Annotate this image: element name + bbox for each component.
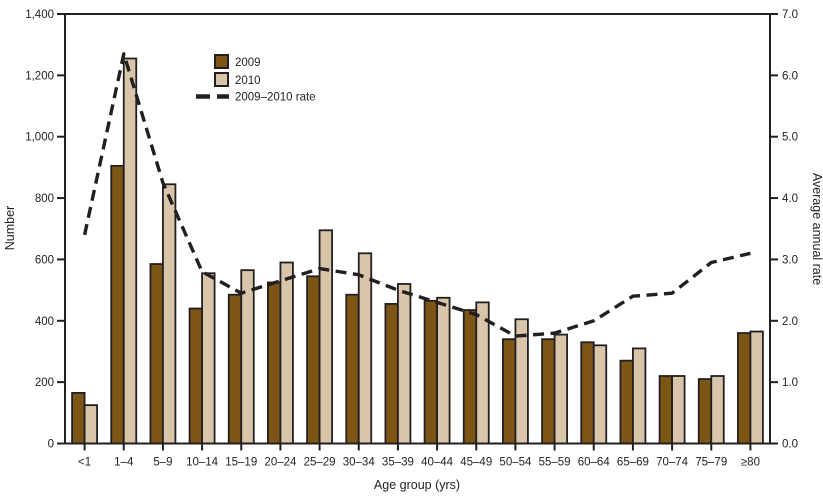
bar-2009-25–29 (306, 275, 321, 445)
y-left-tick-label: 1,400 (25, 9, 54, 21)
bar-2010-1–4 (122, 57, 138, 445)
y-right-tick-label: 3.0 (782, 254, 798, 266)
bar-2009-5–9 (149, 263, 164, 445)
y-right-tick-label: 7.0 (782, 9, 798, 21)
y-right-tick-label: 2.0 (782, 316, 798, 328)
y-left-tick-label: 1,200 (25, 70, 54, 82)
bar-2009-10–14 (188, 307, 203, 445)
bars-layer (71, 57, 764, 445)
bar-2009-20–24 (267, 281, 282, 445)
plot-frame (64, 13, 771, 445)
bar-2009-30–34 (345, 293, 360, 445)
legend: 2009 2010 2009–2010 rate (196, 54, 316, 104)
legend-label-2009: 2009 (235, 57, 261, 69)
y-right-tick-label: 4.0 (782, 193, 798, 205)
bar-2009-45–49 (462, 309, 478, 445)
bar-2010-<1 (83, 404, 98, 445)
bar-2010-20–24 (279, 261, 294, 445)
x-tick-label: 5–9 (153, 457, 172, 469)
bar-2009-50–54 (502, 338, 517, 445)
x-tick-label: 20–24 (264, 457, 297, 469)
bar-2010-75–79 (710, 375, 725, 445)
bar-2009-≥80 (737, 332, 752, 445)
bar-2009-15–19 (227, 293, 243, 445)
x-tick-label: 55–59 (539, 457, 571, 469)
bar-2010-10–14 (201, 272, 216, 445)
bar-2009-60–64 (580, 341, 595, 445)
bar-2009-55–59 (541, 338, 556, 445)
bar-2009-75–79 (697, 378, 713, 445)
y-left-tick-label: 1,000 (25, 132, 54, 144)
y-right-tick-label: 1.0 (782, 377, 798, 389)
bar-2010-45–49 (475, 301, 490, 445)
bar-2009-40–44 (423, 299, 438, 445)
y-right-tick-label: 0.0 (782, 439, 798, 451)
bar-2009-1–4 (110, 164, 125, 445)
bar-2010-70–74 (671, 375, 686, 445)
y-left-tick-label: 600 (35, 254, 54, 266)
x-tick-label: 40–44 (421, 457, 454, 469)
bar-2010-50–54 (514, 318, 529, 445)
x-tick-label: 70–74 (656, 457, 689, 469)
x-tick-label: 60–64 (578, 457, 611, 469)
bar-2009-70–74 (658, 375, 673, 445)
bar-2010-≥80 (749, 330, 764, 445)
bar-2010-55–59 (553, 333, 568, 445)
y-left-tick-label: 400 (35, 316, 54, 328)
x-tick-label: ≥80 (741, 457, 760, 469)
bar-2010-60–64 (592, 344, 608, 445)
x-tick-label: 30–34 (343, 457, 376, 469)
bar-2009-35–39 (384, 303, 399, 445)
legend-swatch-2009 (214, 54, 229, 69)
y-right-tick-label: 5.0 (782, 132, 798, 144)
y-right-tick-label: 6.0 (782, 70, 798, 82)
legend-label-rate: 2009–2010 rate (235, 92, 316, 104)
bar-2010-30–34 (357, 252, 373, 445)
bar-2010-5–9 (162, 183, 177, 445)
rate-line-layer (82, 52, 751, 338)
y-left-tick-label: 200 (35, 377, 54, 389)
x-tick-label: <1 (78, 457, 91, 469)
legend-swatch-2010 (214, 72, 229, 87)
y-left-tick-label: 0 (48, 439, 54, 451)
x-tick-label: 35–39 (382, 457, 414, 469)
x-axis-title: Age group (yrs) (374, 478, 460, 492)
x-tick-label: 15–19 (225, 457, 257, 469)
x-tick-label: 50–54 (499, 457, 532, 469)
bar-2010-15–19 (240, 269, 255, 445)
y-left-tick-label: 800 (35, 193, 54, 205)
x-tick-label: 45–49 (460, 457, 492, 469)
bar-2010-35–39 (397, 283, 412, 445)
rate-line (82, 52, 751, 338)
plot-frame-layer (64, 13, 771, 445)
y-axis-left-title: Number (3, 206, 17, 250)
bar-2009-65–69 (619, 359, 634, 445)
x-tick-label: 75–79 (695, 457, 727, 469)
x-tick-label: 1–4 (114, 457, 134, 469)
bar-2010-65–69 (632, 347, 647, 445)
tick-labels-layer: 0 200 400 600 800 1,000 1,200 1,400 0.0 1.0 2.0 3.0… (25, 9, 798, 469)
y-axis-right-title: Average annual rate (810, 173, 823, 285)
legend-label-2010: 2010 (235, 75, 261, 87)
x-tick-label: 65–69 (617, 457, 649, 469)
bar-2010-25–29 (318, 229, 333, 445)
axis-ticks-layer (57, 13, 778, 451)
bar-2009-<1 (71, 391, 86, 445)
x-tick-label: 10–14 (186, 457, 219, 469)
bar-2010-40–44 (436, 296, 451, 445)
x-tick-label: 25–29 (304, 457, 336, 469)
